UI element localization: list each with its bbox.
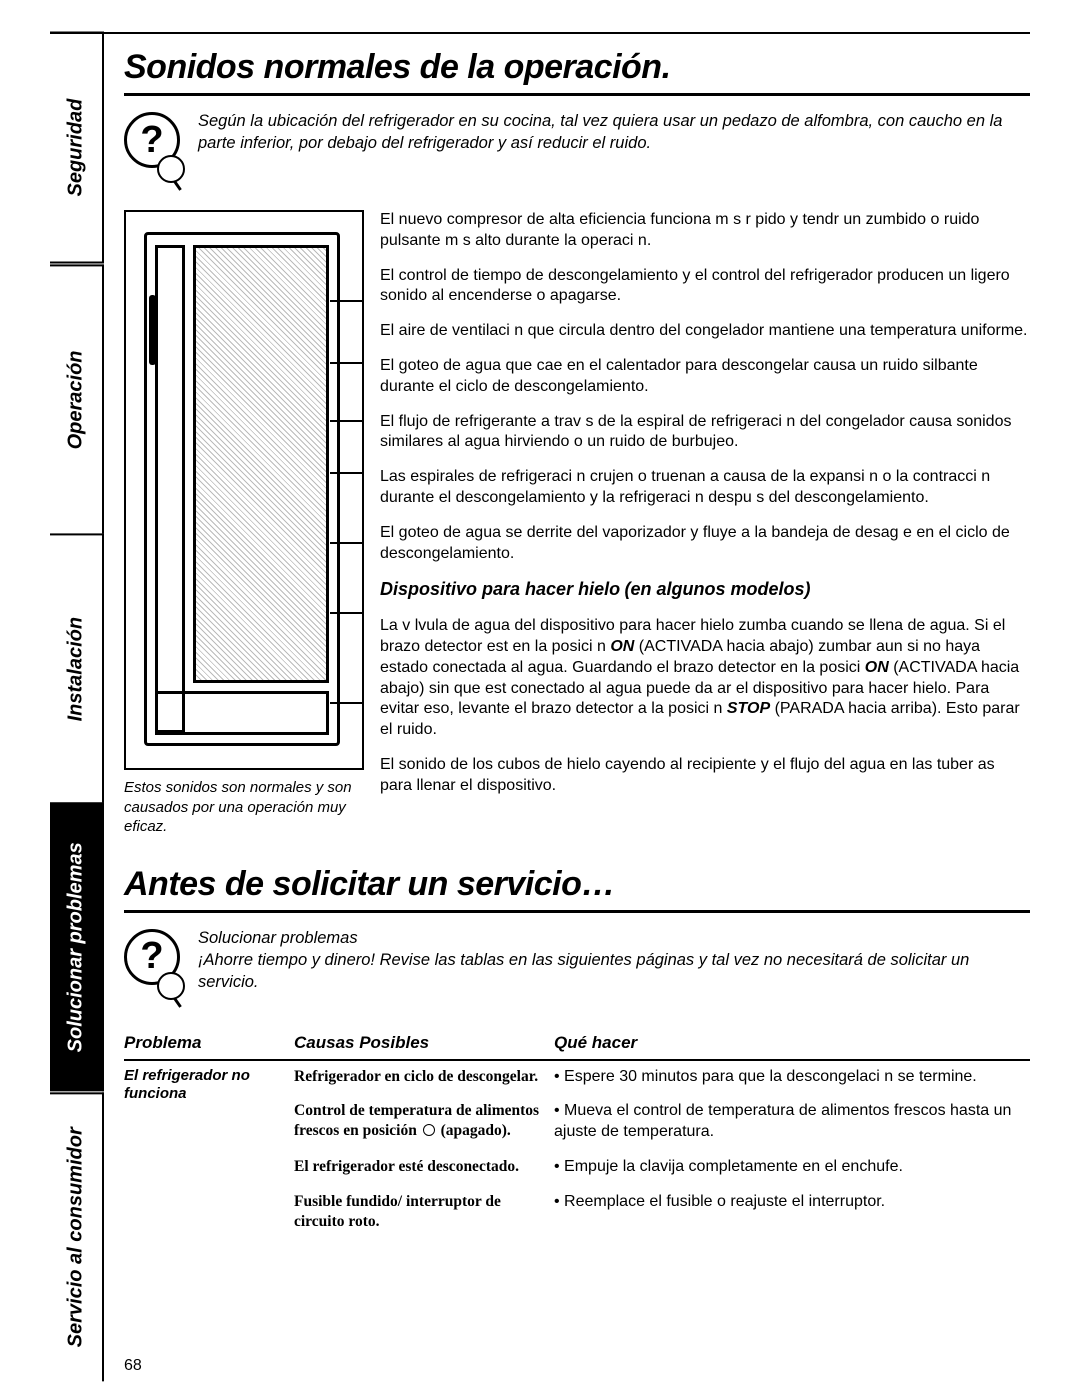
question-icon-wrap: ? [124, 110, 180, 194]
problem-label: El refrigerador no funciona [124, 1067, 284, 1105]
fridge-outline-icon [144, 232, 340, 746]
section2-intro: ? Solucionar problemas ¡Ahorre tiempo y … [124, 927, 1030, 1011]
th-problem: Problema [124, 1029, 294, 1060]
diagram-row: Estos sonidos son normales y son causado… [124, 210, 1030, 837]
section1-intro-text: Según la ubicación del refrigerador en s… [198, 110, 1030, 194]
tab-solucionar-problemas[interactable]: Solucionar problemas [50, 802, 104, 1091]
explain-p3: El aire de ventilaci n que circula dentr… [380, 321, 1030, 342]
lead-line-icon [330, 472, 364, 474]
section2-title: Antes de solicitar un servicio… [124, 865, 1030, 913]
sidebar-tabs: Seguridad Operación Instalación Solucion… [50, 32, 104, 1381]
th-cause: Causas Posibles [294, 1029, 554, 1060]
page-number: 68 [124, 1357, 142, 1375]
off-circle-icon [423, 1124, 435, 1136]
fridge-interior-icon [193, 245, 329, 683]
cause: Control de temperatura de alimentos fres… [294, 1101, 544, 1141]
tab-servicio-consumidor[interactable]: Servicio al consumidor [50, 1092, 104, 1381]
lead-line-icon [330, 420, 364, 422]
stop-label: STOP [727, 700, 770, 717]
on-label: ON [610, 638, 634, 655]
cause: Fusible fundido/ interruptor de circuito… [294, 1192, 544, 1232]
tab-seguridad[interactable]: Seguridad [50, 32, 104, 264]
tab-instalacion[interactable]: Instalación [50, 533, 104, 802]
icemaker-subheading: Dispositivo para hacer hielo (en algunos… [380, 578, 1030, 602]
lead-line-icon [330, 542, 364, 544]
section1-intro: ? Según la ubicación del refrigerador en… [124, 110, 1030, 194]
cause: El refrigerador esté desconectado. [294, 1157, 544, 1177]
fridge-base-icon [155, 691, 329, 735]
fridge-door-icon [155, 245, 185, 733]
troubleshoot-table: Problema Causas Posibles Qué hacer El re… [124, 1029, 1030, 1240]
section2-intro-body: ¡Ahorre tiempo y dinero! Revise las tabl… [198, 949, 1030, 994]
explain-p4: El goteo de agua que cae en el calentado… [380, 356, 1030, 398]
on-label: ON [865, 659, 889, 676]
diagram-caption: Estos sonidos son normales y son causado… [124, 778, 364, 837]
icemaker-p1: La v lvula de agua del dispositivo para … [380, 616, 1030, 741]
explain-p1: El nuevo compresor de alta eficiencia fu… [380, 210, 1030, 252]
icemaker-p2: El sonido de los cubos de hielo cayendo … [380, 755, 1030, 797]
cause-b: (apagado). [437, 1122, 511, 1139]
question-magnifier-icon: ? [124, 112, 180, 168]
lead-line-icon [330, 612, 364, 614]
section1-title: Sonidos normales de la operación. [124, 48, 1030, 96]
th-action: Qué hacer [554, 1029, 1030, 1060]
fridge-diagram [124, 210, 364, 770]
action: Espere 30 minutos para que la descongela… [554, 1067, 1020, 1088]
explain-p7: El goteo de agua se derrite del vaporiza… [380, 523, 1030, 565]
section2-intro-title: Solucionar problemas [198, 927, 1030, 949]
explain-p5: El flujo de refrigerante a trav s de la … [380, 412, 1030, 454]
lead-line-icon [330, 702, 364, 704]
icemaker-subheading-text: Dispositivo para hacer hielo [380, 579, 620, 599]
explain-p2: El control de tiempo de descongelamiento… [380, 266, 1030, 308]
explain-p6: Las espirales de refrigeraci n crujen o … [380, 467, 1030, 509]
tab-operacion[interactable]: Operación [50, 264, 104, 533]
section2: Antes de solicitar un servicio… ? Soluci… [124, 865, 1030, 1240]
section2-intro-text: Solucionar problemas ¡Ahorre tiempo y di… [198, 927, 1030, 1011]
table-row: El refrigerador no funciona Refrigerador… [124, 1060, 1030, 1096]
cause: Refrigerador en ciclo de descongelar. [294, 1067, 544, 1087]
action: Reemplace el fusible o reajuste el inter… [554, 1192, 1020, 1213]
action: Empuje la clavija completamente en el en… [554, 1157, 1020, 1178]
action: Mueva el control de temperatura de alime… [554, 1101, 1020, 1143]
explanations: El nuevo compresor de alta eficiencia fu… [380, 210, 1030, 837]
question-magnifier-icon: ? [124, 929, 180, 985]
page-content: Sonidos normales de la operación. ? Segú… [124, 48, 1030, 1240]
icemaker-subheading-note: (en algunos modelos) [625, 579, 811, 599]
diagram-column: Estos sonidos son normales y son causado… [124, 210, 364, 837]
lead-line-icon [330, 300, 364, 302]
question-icon-wrap: ? [124, 927, 180, 1011]
fridge-handle-icon [149, 295, 156, 365]
lead-line-icon [330, 362, 364, 364]
